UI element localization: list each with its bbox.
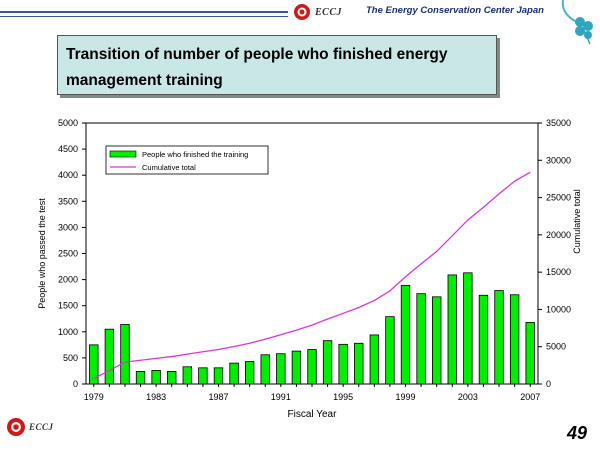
legend-line-label: Cumulative total [142,163,196,172]
bar [260,354,270,385]
bar [120,324,130,385]
x-tick-label: 1995 [333,392,353,402]
footer-logo-text: ECCJ [29,422,54,432]
legend-bar-label: People who finished the training [142,150,248,159]
bar [447,274,457,385]
cumulative-line [93,171,531,379]
legend-box [105,145,269,175]
bar [104,328,115,385]
y-right-tick-label: 25000 [546,193,571,203]
legend-bar-swatch [109,150,137,158]
bar [385,316,395,385]
header-logo-text: ECCJ [315,6,343,18]
bar [244,361,255,385]
footer-logo: ECCJ [6,417,54,437]
y-left-tick-label: 3000 [58,222,78,232]
bar [478,294,489,385]
bar [198,367,208,385]
y-left-tick-label: 2500 [58,249,78,259]
y-left-tick-label: 0 [73,379,78,389]
bar [229,362,239,385]
y-right-tick-label: 5000 [546,342,566,352]
bar [432,296,442,385]
y-right-tick-label: 10000 [546,304,571,314]
bar [416,293,426,385]
bar [400,284,411,385]
y-left-tick-label: 1500 [58,301,78,311]
y-left-tick-label: 4500 [58,144,78,154]
bar [307,349,317,385]
y-left-tick-label: 500 [63,353,78,363]
eccj-sun-icon [7,418,25,436]
x-tick-label: 1991 [271,392,291,402]
bar [322,340,333,385]
header-logo: ECCJ [292,3,342,21]
bar [213,367,224,385]
x-axis-title: Fiscal Year [288,409,338,420]
y-right-tick-label: 30000 [546,155,571,165]
x-tick-label: 1999 [396,392,416,402]
bar [354,342,364,385]
bar [291,350,302,385]
x-tick-label: 2007 [520,392,540,402]
y-right-tick-label: 20000 [546,230,571,240]
header-rule-bottom [0,16,288,17]
header-rule-top [0,11,288,13]
bar [135,371,146,385]
y-left-axis-title: People who passed the test [37,198,47,309]
y-left-tick-label: 3500 [58,196,78,206]
eccj-sun-icon [294,4,310,20]
y-right-tick-label: 0 [546,379,551,389]
x-tick-label: 2003 [458,392,478,402]
bar [276,353,286,385]
page-number: 49 [566,423,587,443]
y-right-tick-label: 15000 [546,267,571,277]
bar [525,322,535,385]
bar [182,366,192,385]
y-right-axis-title: Cumulative total [572,189,582,254]
bar [369,334,380,385]
x-tick-label: 1983 [146,392,166,402]
x-tick-label: 1987 [208,392,228,402]
y-left-tick-label: 4000 [58,170,78,180]
bar [338,343,348,385]
y-left-tick-label: 2000 [58,275,78,285]
x-tick-label: 1979 [84,392,104,402]
y-left-tick-label: 1000 [58,327,78,337]
slide-title: Transition of number of people who finis… [57,35,497,95]
organization-name: The Energy Conservation Center Japan [366,5,544,16]
bar [463,272,473,385]
y-right-tick-label: 35000 [546,118,571,128]
bar [494,290,504,385]
clover-logo-icon [561,0,593,45]
y-left-tick-label: 5000 [58,118,78,128]
bar [151,370,161,385]
bar [167,371,177,385]
bar [509,294,520,385]
